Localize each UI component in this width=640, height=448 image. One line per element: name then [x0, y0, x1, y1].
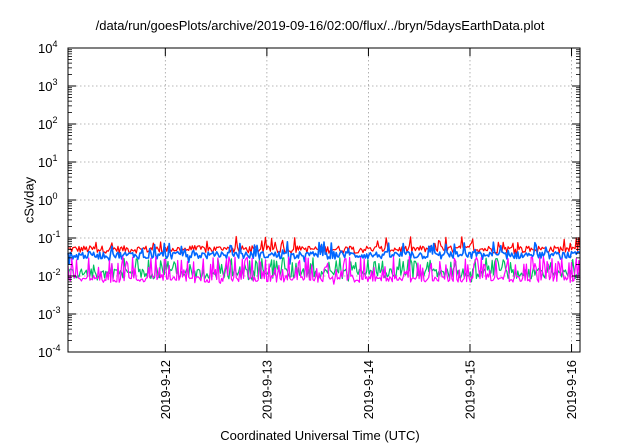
y-tick-label: 103	[38, 77, 57, 94]
x-tick-label: 2019-9-16	[564, 360, 579, 419]
chart-title: /data/run/goesPlots/archive/2019-09-16/0…	[95, 18, 545, 33]
x-tick-label: 2019-9-12	[158, 360, 173, 419]
axis-ticks: 10-4 10-3 10-2 10-1 100 101 102 103 104 2019-9-12…	[38, 39, 580, 419]
y-tick-label: 100	[38, 191, 57, 208]
y-tick-label: 102	[38, 115, 57, 132]
y-tick-label: 10-1	[38, 229, 60, 246]
series-group	[67, 235, 581, 285]
x-tick-label: 2019-9-13	[259, 360, 274, 419]
x-axis-label: Coordinated Universal Time (UTC)	[220, 428, 420, 443]
series-line	[67, 241, 581, 265]
grid	[68, 48, 580, 352]
y-tick-label: 104	[38, 39, 57, 56]
y-tick-label: 10-2	[38, 267, 60, 284]
y-tick-label: 10-4	[38, 343, 60, 360]
series-line	[67, 256, 581, 285]
x-tick-label: 2019-9-14	[361, 360, 376, 419]
x-tick-label: 2019-9-15	[462, 360, 477, 419]
y-tick-label: 101	[38, 153, 57, 170]
y-tick-label: 10-3	[38, 305, 60, 322]
